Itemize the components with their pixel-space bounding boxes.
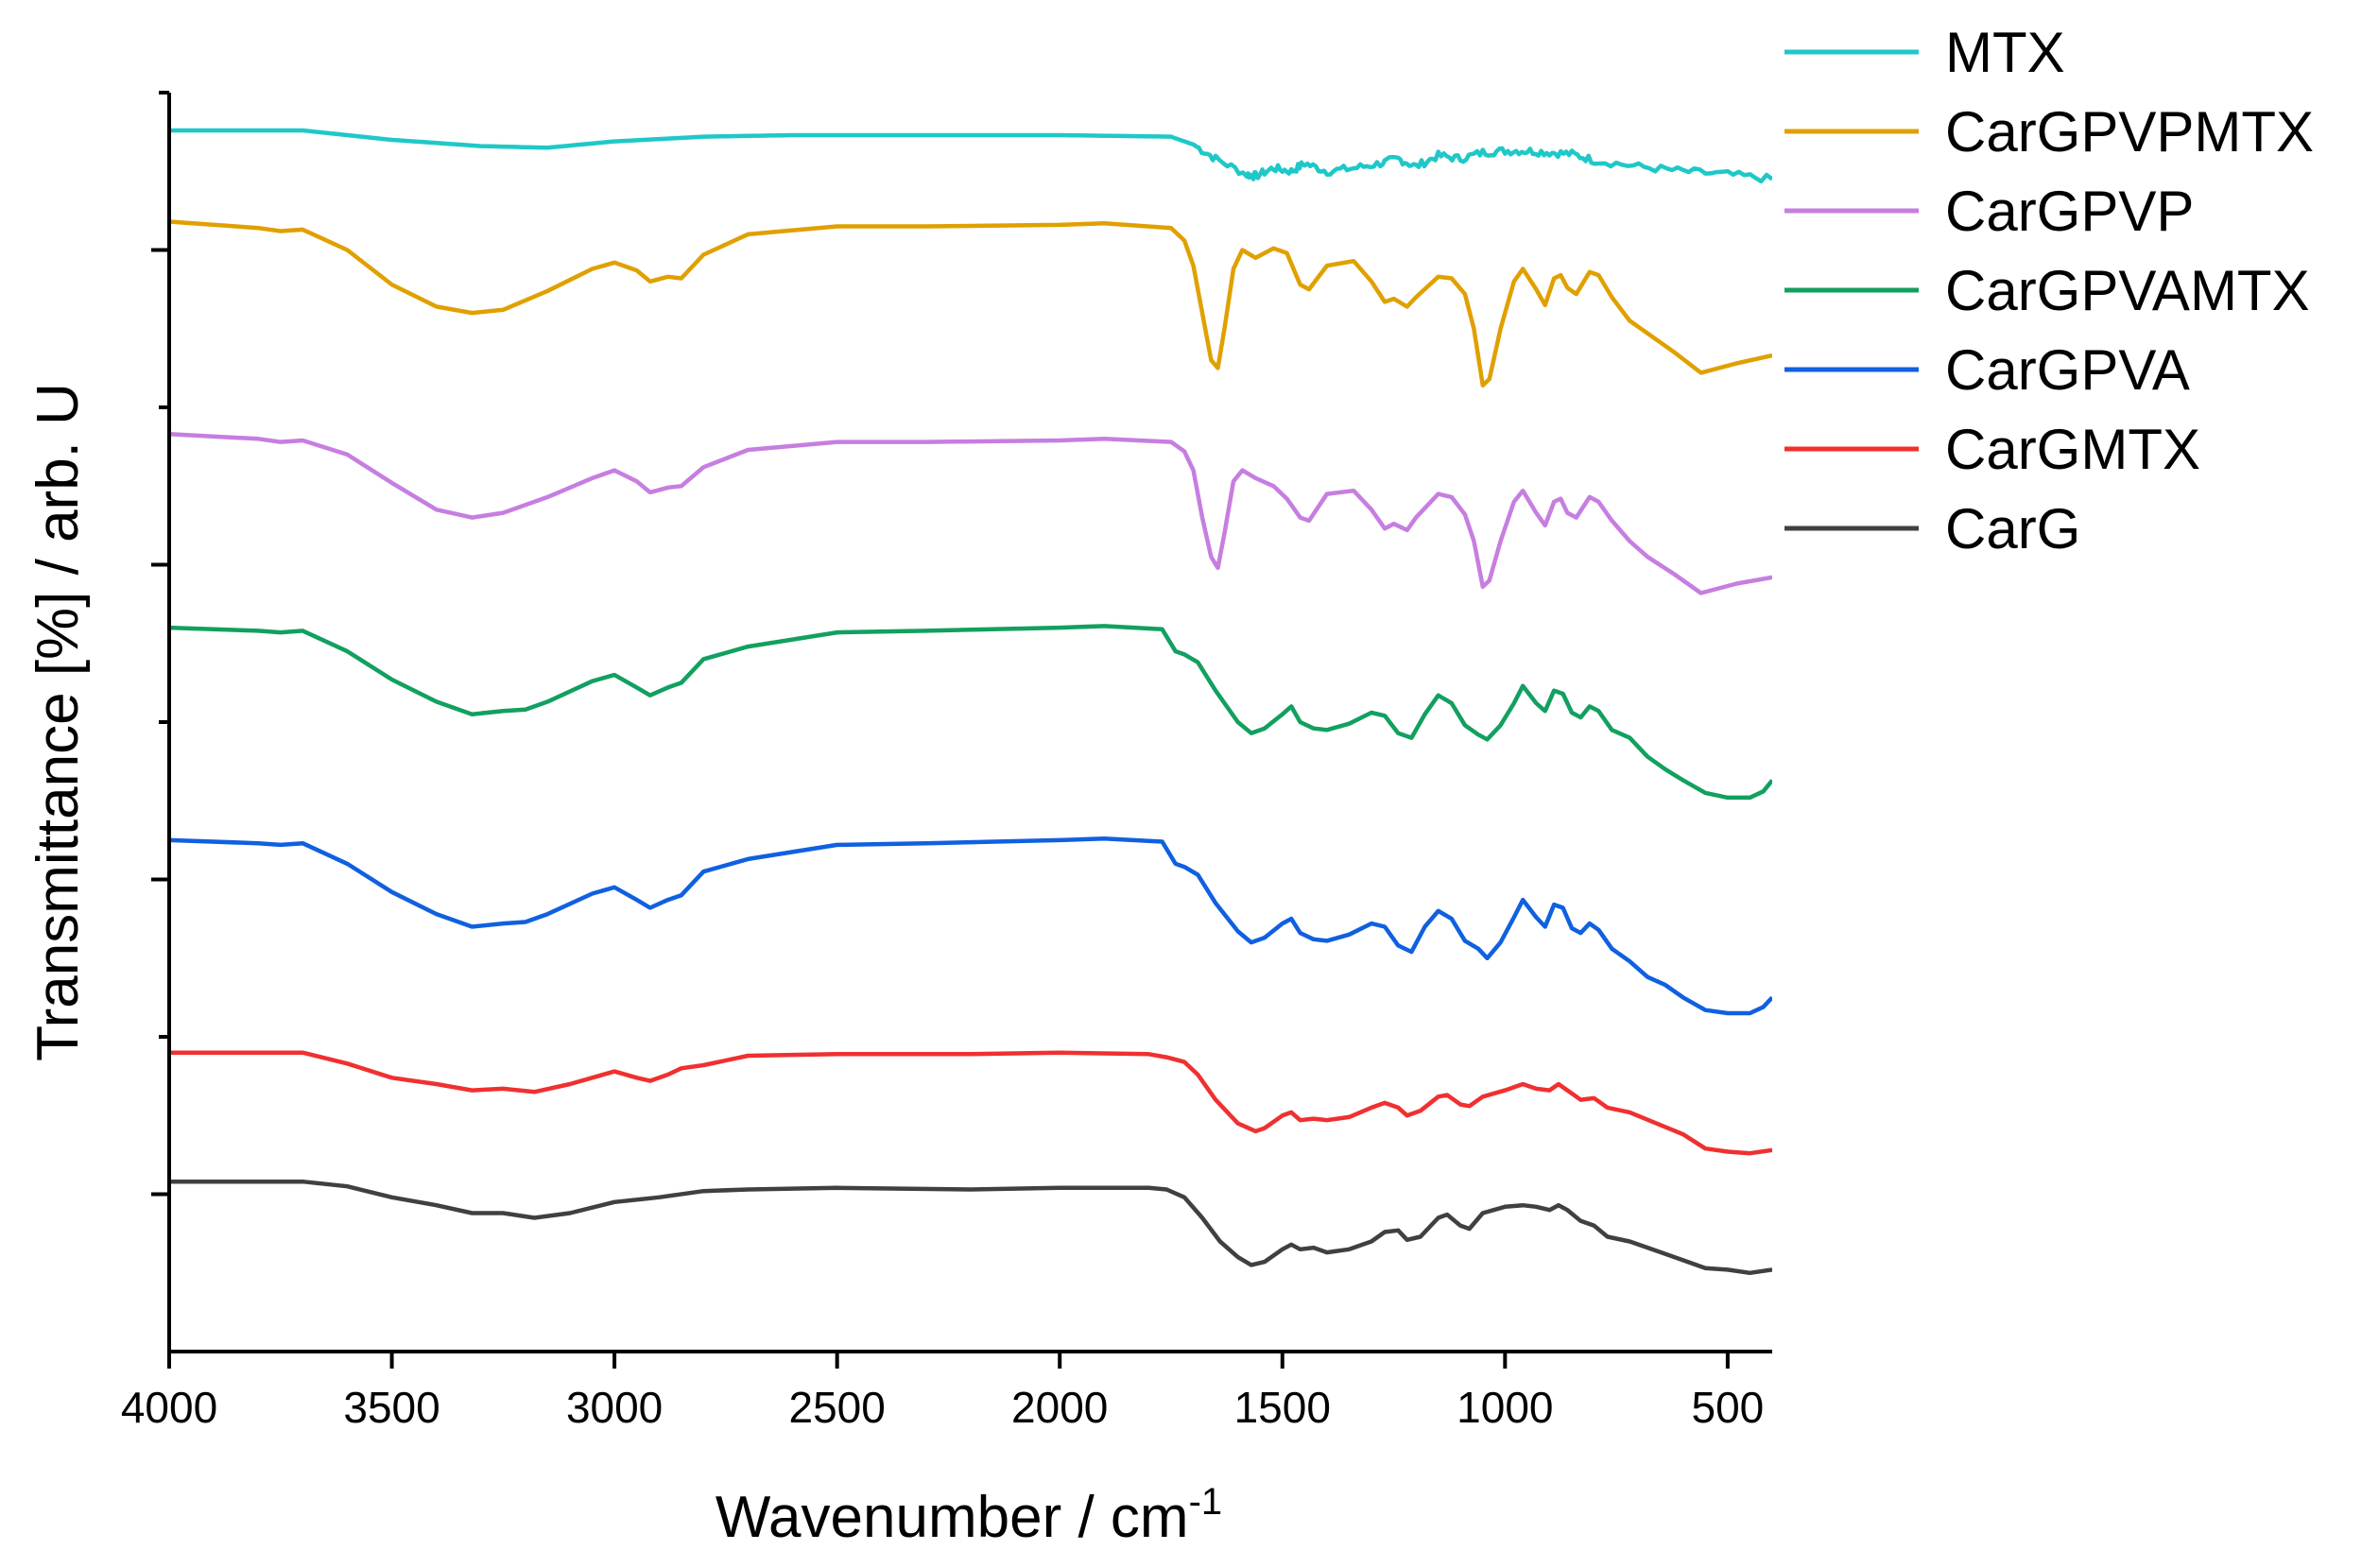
x-tick-label: 4000 [121, 1383, 217, 1432]
legend-label-cargpvpmtx: CarGPVPMTX [1945, 100, 2314, 164]
axes: 4000 3500 3000 2500 2000 1500 1000 500 [121, 91, 1772, 1432]
legend: MTX CarGPVPMTX CarGPVP CarGPVAMTX CarGPVA Car… [1784, 21, 2314, 560]
x-tick-label: 2000 [1011, 1383, 1108, 1432]
legend-label-cargmtx: CarGMTX [1945, 418, 2200, 481]
series-line-carg [169, 1179, 1772, 1276]
series-layer [169, 128, 1772, 1276]
series-line-cargpva [169, 836, 1772, 1016]
x-tick-label: 3500 [343, 1383, 440, 1432]
legend-label-cargpvamtx: CarGPVAMTX [1945, 259, 2310, 322]
series-line-cargpvpmtx [169, 219, 1772, 388]
series-line-cargmtx [169, 1050, 1772, 1156]
x-tick-label: 2500 [788, 1383, 885, 1432]
legend-label-cargpva: CarGPVA [1945, 338, 2190, 402]
x-axis-title: Wavenumber / cm-1 [715, 1481, 1222, 1550]
y-ticks [151, 91, 169, 1197]
legend-label-carg: CarG [1945, 497, 2080, 560]
x-tick-label: 500 [1692, 1383, 1765, 1432]
y-axis-title: Transmittance [%] / arb. U [26, 383, 91, 1061]
series-line-cargpvp [169, 432, 1772, 595]
series-line-mtx [169, 128, 1772, 184]
x-tick-label: 1000 [1457, 1383, 1553, 1432]
x-ticks: 4000 3500 3000 2500 2000 1500 1000 500 [121, 1352, 1764, 1432]
x-tick-label: 1500 [1234, 1383, 1331, 1432]
x-axis-title-superscript: -1 [1189, 1481, 1223, 1523]
x-tick-label: 3000 [566, 1383, 663, 1432]
legend-label-mtx: MTX [1945, 21, 2065, 84]
series-line-cargpvamtx [169, 624, 1772, 801]
legend-label-cargpvp: CarGPVP [1945, 180, 2194, 243]
